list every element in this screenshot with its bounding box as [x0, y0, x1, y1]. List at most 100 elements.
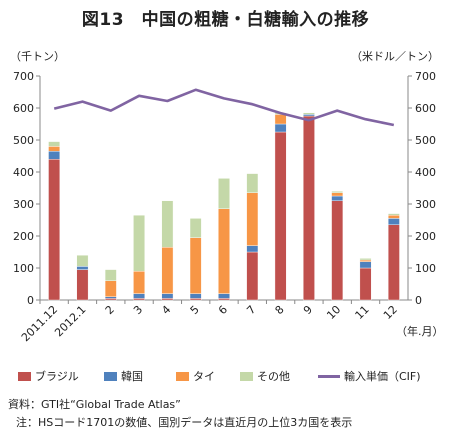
unit-price-line [53, 88, 395, 127]
bar-other [161, 200, 174, 248]
bar-korea [246, 245, 259, 253]
left-tick-label: 200 [13, 230, 34, 243]
bar-other [104, 269, 117, 282]
legend-item-other: その他 [240, 368, 290, 384]
bar-brazil [189, 298, 202, 301]
right-tick-label: 500 [415, 134, 436, 147]
bar-brazil [274, 131, 287, 301]
legend-item-thailand: タイ [176, 368, 215, 384]
remark-note: 注：HSコード1701の数値、国別データは直近月の上位3カ国を表示 [16, 416, 353, 429]
bar-brazil [104, 298, 117, 301]
bar-other [48, 141, 61, 147]
bar-thailand [331, 192, 344, 197]
x-tick-label: 2012.1 [52, 303, 88, 339]
legend-swatch-brazil [18, 371, 31, 381]
x-tick-label: 5 [188, 303, 202, 317]
bar-thailand [161, 246, 174, 294]
bar-brazil [246, 251, 259, 301]
bar-other [387, 213, 400, 216]
x-tick-label: 8 [273, 303, 287, 317]
x-tick-label: 2011.12 [19, 303, 60, 344]
legend-line-unit-price [318, 374, 340, 378]
left-tick-label: 600 [13, 102, 34, 115]
legend-swatch-korea [104, 371, 117, 381]
right-tick-label: 700 [415, 70, 436, 83]
bar-other [133, 214, 145, 272]
bar-korea [218, 293, 230, 299]
bar-thailand [218, 208, 230, 294]
bar-korea [274, 123, 287, 133]
legend-label-unit-price: 輸入単価（CIF) [344, 370, 421, 383]
right-tick-label: 0 [415, 294, 422, 307]
legend-item-brazil: ブラジル [18, 368, 79, 384]
legend: ブラジル 韓国 タイ その他 輸入単価（CIF) [18, 368, 448, 384]
right-tick-label: 300 [415, 198, 436, 211]
bar-other [246, 173, 259, 194]
legend-item-unit-price: 輸入単価（CIF) [318, 368, 421, 384]
left-tick-label: 0 [27, 294, 34, 307]
bar-other [331, 190, 344, 193]
chart-title: 図13 中国の粗糖・白糖輸入の推移 [81, 10, 370, 30]
x-tick-label: 10 [324, 303, 343, 322]
bar-korea [189, 293, 202, 299]
x-tick-label: 12 [381, 303, 400, 322]
right-axis-unit: （米ドル／トン） [351, 50, 439, 63]
left-tick-label: 500 [13, 134, 34, 147]
bar-korea [76, 266, 89, 270]
bar-korea [104, 296, 117, 299]
bar-brazil [359, 267, 372, 301]
right-tick-label: 200 [415, 230, 436, 243]
right-tick-label: 400 [415, 166, 436, 179]
x-tick-label: 4 [159, 303, 173, 317]
bar-thailand [274, 114, 287, 125]
legend-label-korea: 韓国 [121, 370, 143, 383]
left-axis-unit: （千トン） [10, 50, 65, 63]
x-tick-label: 9 [301, 303, 315, 317]
bar-other [303, 112, 315, 115]
bar-korea [387, 218, 400, 225]
bar-thailand [104, 280, 117, 297]
bar-thailand [189, 237, 202, 294]
right-tick-label: 600 [415, 102, 436, 115]
bar-other [359, 258, 372, 261]
bar-korea [133, 293, 145, 299]
bar-other [189, 218, 202, 238]
bar-brazil [161, 298, 174, 301]
bar-thailand [246, 192, 259, 246]
bar-brazil [218, 298, 230, 301]
bar-korea [303, 114, 315, 117]
bar-other [76, 254, 89, 267]
bar-korea [331, 195, 344, 202]
bar-thailand [48, 146, 61, 152]
x-tick-label: 2 [103, 303, 117, 317]
legend-swatch-thailand [176, 371, 189, 381]
bar-brazil [48, 158, 61, 301]
bar-brazil [387, 224, 400, 301]
source-note: 資料：GTI社“Global Trade Atlas” [8, 398, 181, 411]
legend-label-other: その他 [257, 370, 290, 383]
bar-korea [359, 261, 372, 269]
legend-label-brazil: ブラジル [35, 370, 79, 383]
left-tick-label: 700 [13, 70, 34, 83]
bar-other [218, 178, 230, 209]
legend-swatch-other [240, 371, 253, 381]
right-tick-label: 100 [415, 262, 436, 275]
x-tick-label: 3 [131, 303, 145, 317]
legend-item-korea: 韓国 [104, 368, 143, 384]
bar-brazil [331, 200, 344, 301]
bar-korea [161, 293, 174, 299]
bar-brazil [133, 298, 145, 301]
chart-plot: 0 0 100 100 200 200 300 300 400 400 500 500 600 600 70… [13, 70, 436, 344]
bar-thailand [133, 271, 145, 294]
x-axis-unit: （年.月） [396, 325, 444, 338]
bar-brazil [76, 269, 89, 301]
x-tick-label: 11 [353, 303, 372, 322]
bar-thailand [387, 214, 400, 219]
bar-brazil [303, 115, 315, 301]
legend-label-thailand: タイ [193, 370, 215, 383]
left-tick-label: 300 [13, 198, 34, 211]
left-tick-label: 100 [13, 262, 34, 275]
bar-korea [48, 150, 61, 160]
x-tick-label: 7 [244, 303, 258, 317]
bar-thailand [359, 259, 372, 262]
